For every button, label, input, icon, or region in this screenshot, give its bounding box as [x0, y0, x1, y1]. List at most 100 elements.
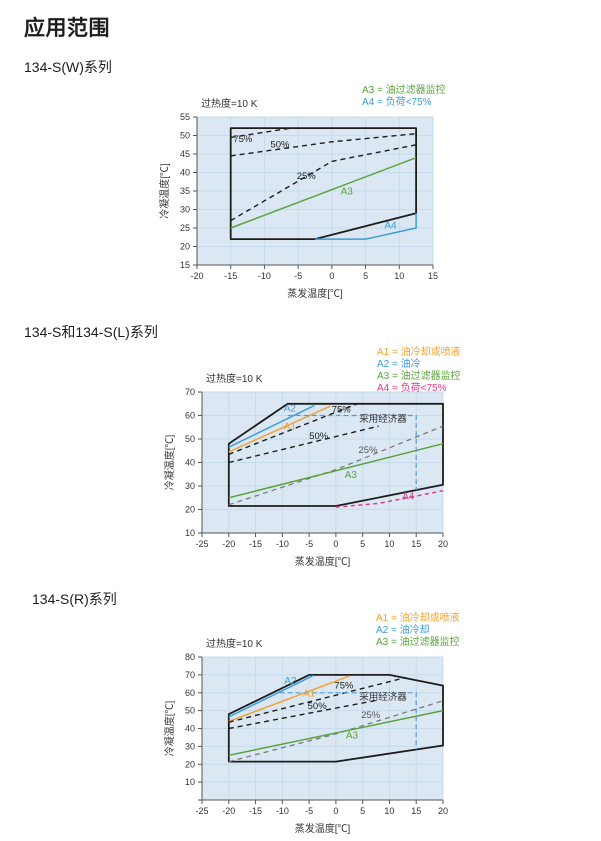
chart-label: 采用经济器 [359, 691, 407, 703]
x-tick-label: -15 [224, 271, 237, 281]
superheat-note: 过热度=10 K [206, 637, 263, 650]
superheat-note: 过热度=10 K [201, 97, 258, 110]
y-tick-label: 70 [185, 670, 195, 680]
chart-label: 75% [334, 681, 354, 692]
series-load-25 [228, 425, 444, 506]
x-tick-label: -20 [190, 271, 203, 281]
x-tick-label: 10 [384, 806, 394, 816]
x-tick-label: -15 [249, 806, 262, 816]
chart-label: 75% [332, 404, 352, 415]
x-tick-label: -5 [294, 271, 302, 281]
chart-label: 采用经济器 [359, 413, 407, 425]
x-tick-label: 0 [329, 271, 334, 281]
chart-label: 25% [359, 445, 379, 456]
chart-label: A3 [345, 470, 358, 481]
y-tick-label: 45 [180, 149, 190, 159]
series-A1 [228, 405, 331, 453]
page-title: 应用范围 [24, 17, 110, 40]
y-tick-label: 35 [180, 186, 190, 196]
chart-134sr-legend: A1 = 油冷却或喷液 A2 = 油冷却 A3 = 油过滤器监控 [376, 613, 460, 649]
x-axis-title: 蒸发温度[℃] [287, 287, 343, 300]
series-load-50 [228, 425, 379, 464]
x-tick-label: 0 [333, 539, 338, 549]
series-A1 [228, 675, 350, 723]
series-A3 [230, 156, 417, 229]
x-tick-label: -20 [222, 806, 235, 816]
x-tick-label: -10 [276, 806, 289, 816]
legend-entry: A3 = 油过滤器监控 [376, 637, 460, 648]
y-tick-label: 60 [185, 688, 195, 698]
x-tick-label: -10 [276, 539, 289, 549]
series-load-50 [230, 133, 417, 157]
chart-label: 50% [270, 139, 290, 150]
y-tick-label: 30 [180, 205, 190, 215]
chart-label: 50% [309, 431, 329, 442]
x-tick-label: 15 [411, 539, 421, 549]
y-axis-title: 冷凝温度[℃] [163, 701, 176, 757]
series-load-25 [230, 144, 417, 222]
chart-label: A3 [341, 187, 354, 198]
y-tick-label: 20 [185, 505, 195, 515]
y-tick-label: 10 [185, 528, 195, 538]
y-tick-label: 20 [180, 242, 190, 252]
y-tick-label: 20 [185, 759, 195, 769]
x-tick-label: -20 [222, 539, 235, 549]
series-economiser-limit [279, 692, 417, 750]
y-tick-label: 30 [185, 741, 195, 751]
x-tick-label: 0 [333, 806, 338, 816]
x-tick-label: -25 [195, 539, 208, 549]
x-tick-label: -5 [305, 806, 313, 816]
y-tick-label: 60 [185, 411, 195, 421]
x-tick-label: 5 [360, 539, 365, 549]
x-tick-label: -15 [249, 539, 262, 549]
series-A2 [228, 404, 315, 448]
series-envelope [229, 127, 417, 240]
x-axis-title: 蒸发温度[℃] [295, 555, 351, 568]
section-heading-134sr: 134-S(R)系列 [32, 591, 117, 607]
chart-label: A4 [402, 492, 415, 503]
y-axis-title: 冷凝温度[℃] [158, 163, 171, 219]
series-load-75 [230, 127, 292, 139]
x-tick-label: -25 [195, 806, 208, 816]
chart-label: 25% [297, 171, 317, 182]
y-tick-label: 15 [180, 260, 190, 270]
x-tick-label: 5 [363, 271, 368, 281]
chart-134s-134sl-legend: A1 = 油冷却或喷液 A2 = 油冷 A3 = 油过滤器监控 A4 = 负荷<75% [377, 347, 461, 395]
y-tick-label: 30 [185, 481, 195, 491]
y-tick-label: 50 [185, 706, 195, 716]
chart-134sr-svg: -25 -20 -15 -10 -5 0 5 10 15 20 10 20 30 40 50 60 70 80 过热… [163, 637, 448, 835]
y-tick-label: 25 [180, 223, 190, 233]
superheat-note: 过热度=10 K [206, 372, 263, 385]
legend-entry: A3 = 油过滤器监控 [362, 85, 446, 96]
series-A3 [228, 442, 444, 499]
chart-label: 75% [233, 134, 253, 145]
series-load-50 [228, 699, 379, 730]
chart-134s-134sl-svg: -25 -20 -15 -10 -5 0 5 10 15 20 10 20 30 40 50 60 70 过热度=… [163, 372, 448, 568]
series-A3 [228, 709, 444, 757]
chart-label: A2 [284, 403, 297, 414]
section-heading-134sw: 134-S(W)系列 [24, 59, 112, 75]
x-tick-label: 5 [360, 806, 365, 816]
x-tick-label: 10 [394, 271, 404, 281]
chart-label: A2 [284, 676, 297, 687]
x-tick-label: 20 [438, 806, 448, 816]
y-tick-label: 50 [180, 131, 190, 141]
chart-134sw-legend: A3 = 油过滤器监控 A4 = 负荷<75% [362, 85, 446, 109]
series-envelope [227, 674, 444, 763]
chart-label: A3 [346, 730, 359, 741]
y-tick-label: 50 [185, 434, 195, 444]
x-tick-label: 15 [411, 806, 421, 816]
chart-134sw-svg: -20 -15 -10 -5 0 5 10 15 15 20 25 30 35 40 45 50 55 过热度=1… [158, 97, 438, 300]
legend-entry: A1 = 油冷却或喷液 [377, 347, 461, 358]
series-A4 [315, 213, 417, 240]
legend-entry: A1 = 油冷却或喷液 [376, 613, 460, 624]
series-load-75 [228, 676, 406, 723]
y-tick-label: 70 [185, 387, 195, 397]
chart-label: A1 [284, 422, 297, 433]
chart-label: 25% [361, 710, 381, 721]
series-envelope [227, 402, 444, 507]
series-load-25 [228, 700, 444, 763]
chart-label: 50% [308, 701, 328, 712]
x-axis-title: 蒸发温度[℃] [295, 822, 351, 835]
